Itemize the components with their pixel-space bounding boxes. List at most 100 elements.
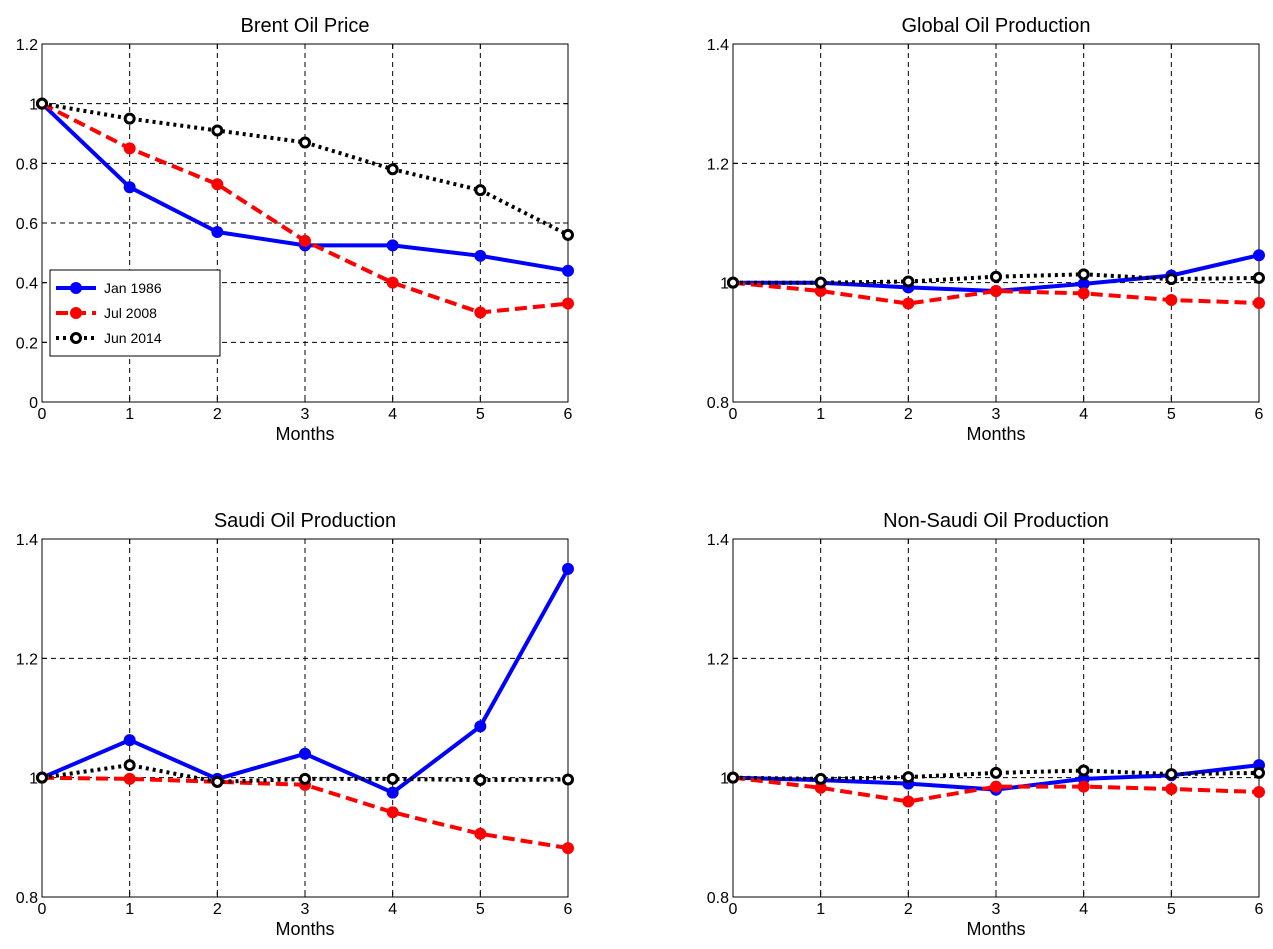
data-point: [211, 225, 224, 238]
x-axis-label: Months: [966, 424, 1025, 444]
y-tick-label: 1.2: [707, 651, 729, 668]
x-tick-label: 5: [476, 406, 485, 423]
data-point: [386, 786, 399, 799]
data-point: [1253, 785, 1265, 798]
data-point: [1253, 271, 1265, 284]
data-point: [211, 775, 224, 788]
x-axis-label: Months: [275, 919, 334, 939]
data-point: [727, 276, 739, 289]
x-tick-label: 0: [729, 901, 738, 918]
chart-title: Global Oil Production: [902, 15, 1091, 37]
legend-entry-label: Jun 2014: [104, 330, 162, 346]
chart-panel-2: 0 1 2 3 4 5 6 0.8 1 1.2 1.4 Saudi Oil Production Mon…: [16, 510, 574, 939]
data-point: [299, 772, 311, 785]
x-tick-label: 4: [1079, 406, 1088, 423]
y-tick-label: 0: [29, 395, 38, 412]
y-tick-label: 0.2: [16, 335, 38, 352]
data-point: [902, 795, 915, 808]
data-point: [36, 771, 48, 784]
data-point: [562, 562, 574, 575]
data-point: [1077, 287, 1090, 300]
data-point: [990, 780, 1002, 793]
plot-area: [733, 539, 1259, 897]
x-tick-label: 1: [125, 406, 134, 423]
data-point: [1165, 768, 1178, 781]
x-tick-label: 4: [388, 901, 397, 918]
x-tick-label: 5: [476, 901, 485, 918]
data-point: [1253, 766, 1265, 779]
x-tick-label: 3: [992, 406, 1001, 423]
data-point: [386, 806, 399, 819]
legend-swatch-marker: [70, 307, 82, 319]
data-point: [990, 285, 1002, 298]
data-point: [474, 720, 487, 733]
data-point: [902, 771, 915, 784]
y-tick-label: 1.4: [707, 37, 729, 54]
x-tick-label: 1: [816, 406, 825, 423]
y-tick-label: 0.8: [16, 890, 38, 907]
x-tick-label: 6: [564, 406, 573, 423]
x-tick-label: 6: [1255, 901, 1264, 918]
x-axis-label: Months: [275, 424, 334, 444]
data-point: [990, 270, 1002, 283]
x-tick-label: 3: [301, 901, 310, 918]
x-tick-label: 5: [1167, 901, 1176, 918]
data-point: [1165, 273, 1178, 286]
y-tick-label: 0.8: [707, 395, 729, 412]
data-point: [299, 747, 311, 760]
y-tick-label: 1.2: [16, 651, 38, 668]
data-point: [1077, 268, 1090, 281]
data-point: [386, 163, 399, 176]
legend-entry-label: Jul 2008: [104, 305, 157, 321]
data-point: [990, 766, 1002, 779]
data-point: [1165, 783, 1178, 796]
data-point: [123, 112, 136, 125]
chart-panel-0: 0 1 2 3 4 5 6 0 0.2 0.4 0.6 0.8 1 1.2 Brent Oil Price M…: [16, 15, 574, 444]
data-point: [727, 771, 739, 784]
plot-area: [42, 539, 568, 897]
data-point: [299, 136, 311, 149]
data-point: [562, 297, 574, 310]
x-tick-label: 0: [729, 406, 738, 423]
data-point: [123, 759, 136, 772]
data-point: [562, 264, 574, 277]
data-point: [474, 774, 487, 787]
x-tick-label: 5: [1167, 406, 1176, 423]
data-point: [123, 772, 136, 785]
data-point: [1253, 249, 1265, 262]
data-point: [386, 772, 399, 785]
data-point: [474, 306, 487, 319]
x-tick-label: 3: [992, 901, 1001, 918]
y-tick-label: 1: [720, 276, 729, 293]
legend-swatch-marker: [70, 332, 82, 344]
x-tick-label: 4: [1079, 901, 1088, 918]
x-tick-label: 2: [904, 901, 913, 918]
data-point: [1077, 764, 1090, 777]
x-tick-label: 0: [38, 901, 47, 918]
data-point: [1077, 780, 1090, 793]
chart-title: Non-Saudi Oil Production: [883, 510, 1109, 532]
x-tick-label: 0: [38, 406, 47, 423]
y-tick-label: 1.4: [16, 532, 38, 549]
x-axis-label: Months: [966, 919, 1025, 939]
chart-panel-3: 0 1 2 3 4 5 6 0.8 1 1.2 1.4 Non-Saudi Oil Productio…: [707, 510, 1265, 939]
plot-area: [733, 44, 1259, 402]
y-tick-label: 1: [29, 97, 38, 114]
y-tick-label: 1.2: [16, 37, 38, 54]
data-point: [211, 178, 224, 191]
y-tick-label: 0.8: [16, 156, 38, 173]
legend-swatch-marker: [70, 282, 82, 294]
chart-panel-1: 0 1 2 3 4 5 6 0.8 1 1.2 1.4 Global Oil Production Mo…: [707, 15, 1265, 444]
x-tick-label: 2: [213, 901, 222, 918]
data-point: [902, 275, 915, 288]
data-point: [36, 97, 48, 110]
chart-title: Brent Oil Price: [241, 15, 370, 37]
data-point: [123, 142, 136, 155]
data-point: [474, 827, 487, 840]
x-tick-label: 6: [1255, 406, 1264, 423]
data-point: [123, 181, 136, 194]
data-point: [562, 842, 574, 855]
y-tick-label: 0.8: [707, 890, 729, 907]
x-tick-label: 3: [301, 406, 310, 423]
